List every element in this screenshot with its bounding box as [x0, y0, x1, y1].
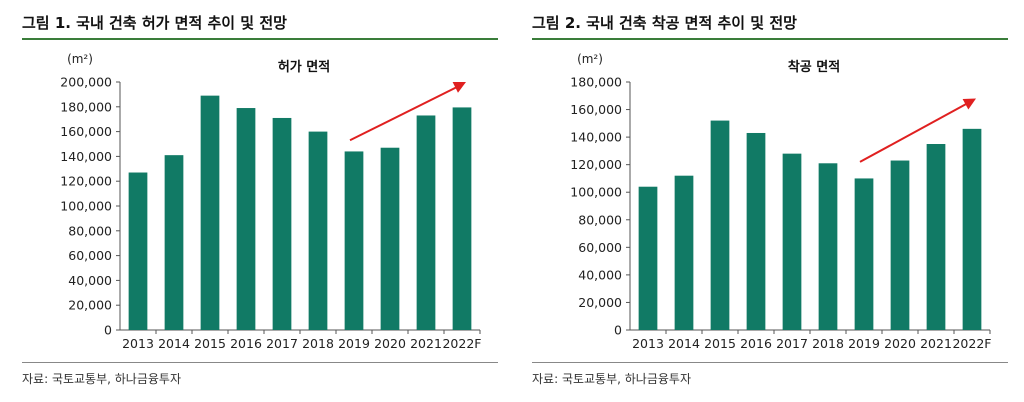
bar-2014 — [674, 175, 694, 330]
bar-2021 — [416, 115, 436, 330]
trend-arrow-line — [349, 85, 459, 142]
permit-area-panel: 그림 1. 국내 건축 허가 면적 추이 및 전망 허가 면적 (m²) 0 20,0… — [22, 0, 522, 402]
bar-2016 — [746, 132, 766, 330]
x-tick-label: 2019 — [338, 336, 370, 351]
bar-2019 — [344, 151, 364, 330]
chart-title: 착공 면적 — [788, 59, 840, 75]
bar-2018 — [818, 163, 838, 330]
x-tick-label: 2016 — [230, 336, 262, 351]
x-tick-label: 2020 — [374, 336, 406, 351]
unit-label: (m²) — [577, 52, 603, 66]
bar-2015 — [200, 95, 220, 330]
x-tick-label: 2013 — [632, 336, 664, 351]
x-tick-label: 2018 — [812, 336, 844, 351]
y-tick-label: 200,000 — [60, 75, 112, 90]
footer-divider — [532, 362, 1008, 363]
y-tick-label: 0 — [614, 323, 622, 338]
bar-2017 — [782, 153, 802, 330]
x-tick-label: 2015 — [194, 336, 226, 351]
y-tick-label: 20,000 — [578, 295, 622, 310]
x-tick-label: 2013 — [122, 336, 154, 351]
start-area-panel: 그림 2. 국내 건축 착공 면적 추이 및 전망 착공 면적 (m²) 0 20,0… — [532, 0, 1024, 402]
y-tick-label: 160,000 — [570, 102, 622, 117]
trend-arrow-head — [452, 82, 466, 93]
x-tick-label: 2018 — [302, 336, 334, 351]
y-tick-label: 140,000 — [60, 149, 112, 164]
y-tick-label: 60,000 — [68, 248, 112, 263]
footer-divider — [22, 362, 498, 363]
trend-arrow-head — [962, 98, 976, 110]
y-tick-label: 80,000 — [68, 223, 112, 238]
y-tick-label: 180,000 — [60, 99, 112, 114]
start-area-chart: 착공 면적 (m²) 0 20,000 40,000 60,000 80,000 100,00… — [570, 52, 991, 351]
y-tick-label: 180,000 — [570, 75, 622, 90]
x-tick-label: 2021 — [410, 336, 442, 351]
bar-2022F — [452, 107, 472, 330]
source-note: 자료: 국토교통부, 하나금융투자 — [532, 372, 692, 386]
x-tick-label: 2019 — [848, 336, 880, 351]
bar-2019 — [854, 178, 874, 330]
y-tick-label: 160,000 — [60, 124, 112, 139]
x-tick-label: 2021 — [920, 336, 952, 351]
y-tick-label: 60,000 — [578, 240, 622, 255]
title-divider — [532, 38, 1008, 40]
trend-arrow-line — [859, 102, 969, 163]
title-divider — [22, 38, 498, 40]
x-tick-label: 2015 — [704, 336, 736, 351]
y-tick-label: 100,000 — [60, 199, 112, 214]
y-tick-label: 40,000 — [578, 267, 622, 282]
x-tick-label: 2022F — [442, 336, 481, 351]
bar-2018 — [308, 131, 328, 330]
x-tick-label: 2017 — [776, 336, 808, 351]
bar-2017 — [272, 117, 292, 331]
y-tick-label: 140,000 — [570, 130, 622, 145]
bar-2014 — [164, 155, 184, 330]
bar-2013 — [638, 186, 658, 330]
figure-title: 그림 2. 국내 건축 착공 면적 추이 및 전망 — [532, 14, 797, 32]
y-tick-label: 120,000 — [570, 157, 622, 172]
figure-title: 그림 1. 국내 건축 허가 면적 추이 및 전망 — [22, 14, 287, 32]
bar-2015 — [710, 120, 730, 330]
permit-area-chart: 허가 면적 (m²) 0 20,000 40,000 60,000 80,000 100,00… — [60, 52, 481, 351]
y-tick-label: 80,000 — [578, 212, 622, 227]
x-tick-label: 2014 — [158, 336, 190, 351]
chart-title: 허가 면적 — [278, 59, 330, 75]
x-tick-label: 2016 — [740, 336, 772, 351]
y-tick-label: 120,000 — [60, 174, 112, 189]
y-tick-label: 20,000 — [68, 298, 112, 313]
bar-2020 — [380, 147, 400, 330]
x-tick-label: 2020 — [884, 336, 916, 351]
x-tick-label: 2014 — [668, 336, 700, 351]
source-note: 자료: 국토교통부, 하나금융투자 — [22, 372, 182, 386]
bar-2013 — [128, 172, 148, 330]
bar-2022F — [962, 128, 982, 330]
y-tick-label: 40,000 — [68, 273, 112, 288]
y-tick-label: 100,000 — [570, 185, 622, 200]
y-tick-label: 0 — [104, 323, 112, 338]
x-tick-label: 2017 — [266, 336, 298, 351]
bar-2021 — [926, 144, 946, 330]
bar-2016 — [236, 108, 256, 330]
x-tick-label: 2022F — [952, 336, 991, 351]
unit-label: (m²) — [67, 52, 93, 66]
bar-2020 — [890, 160, 910, 330]
